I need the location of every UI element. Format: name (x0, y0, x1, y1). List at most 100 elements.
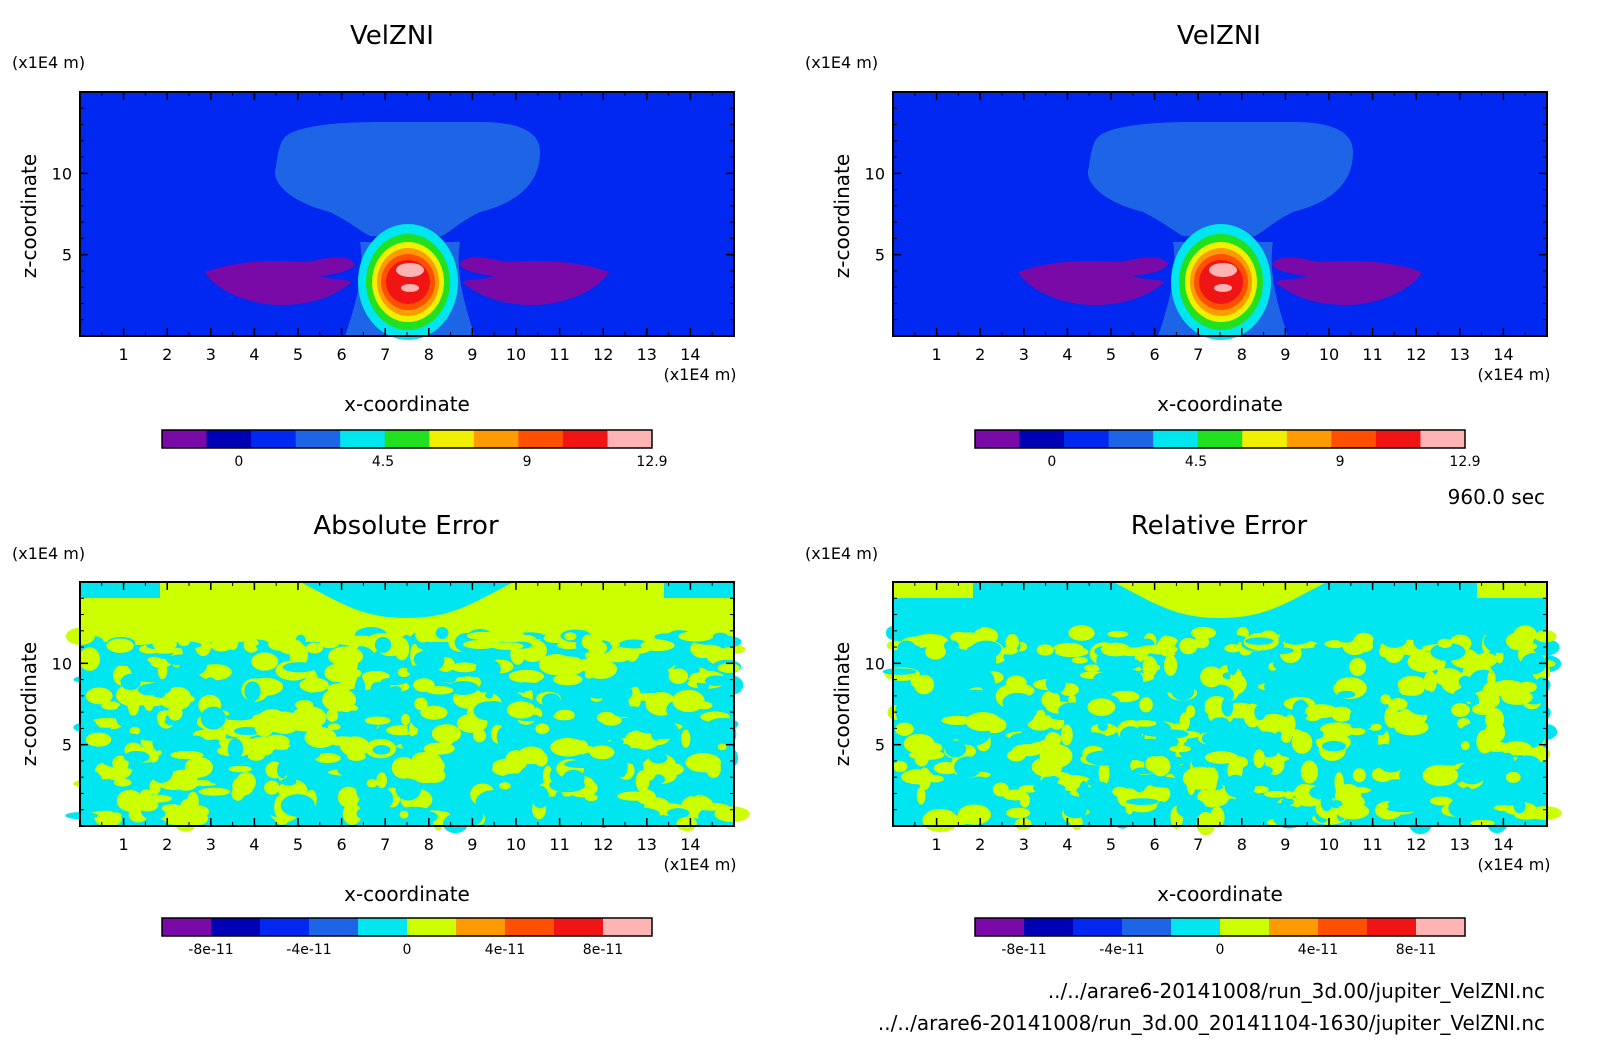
noise-blob (79, 647, 101, 671)
x-tick-label: 7 (380, 835, 390, 854)
noise-blob (1465, 810, 1491, 820)
noise-blob (251, 652, 279, 671)
colorbar-swatch (162, 430, 208, 448)
noise-blob (173, 774, 199, 791)
noise-blob (113, 778, 132, 787)
colorbar-swatch (162, 918, 212, 936)
colorbar-swatch (1024, 918, 1074, 936)
noise-blob (160, 694, 186, 709)
colorbar-swatch (407, 918, 457, 936)
noise-blob (1377, 678, 1388, 692)
x-tick-label: 14 (680, 345, 700, 364)
panel-title: VelZNI (1177, 21, 1261, 51)
noise-blob (477, 632, 507, 644)
noise-blob (564, 632, 577, 641)
colorbar-swatch (295, 430, 341, 448)
colorbar: -8e-11 -4e-11 0 4e-11 8e-11 (974, 917, 1466, 958)
noise-blob (106, 638, 134, 653)
colorbar-frame (974, 429, 1466, 449)
noise-blob (170, 750, 204, 760)
noise-blob (127, 697, 140, 716)
noise-blob (304, 727, 337, 748)
noise-blob (324, 789, 338, 804)
noise-blob (177, 635, 191, 647)
x-tick-label: 8 (424, 835, 434, 854)
colorbar: 0 4.5 9 12.9 (161, 429, 668, 470)
noise-blob (107, 654, 139, 666)
noise-blob (1337, 690, 1356, 699)
noise-blob (234, 726, 261, 736)
core-max-upper (396, 263, 424, 277)
noise-blob (1119, 726, 1142, 744)
noise-blob (85, 687, 113, 705)
noise-blob (94, 812, 122, 827)
heatmap-area (882, 582, 1562, 836)
noise-blob (1500, 788, 1515, 805)
noise-blob (389, 686, 402, 693)
noise-blob (244, 681, 261, 702)
noise-blob (956, 689, 993, 706)
noise-blob (344, 710, 362, 734)
noise-blob (1342, 638, 1367, 655)
y-unit-label: (x1E4 m) (805, 544, 878, 563)
x-tick-label: 6 (337, 835, 347, 854)
noise-blob (339, 740, 366, 753)
noise-blob (1184, 770, 1219, 781)
x-unit-label: (x1E4 m) (663, 855, 736, 874)
noise-blob (1253, 749, 1265, 769)
noise-blob (150, 760, 174, 784)
noise-blob (143, 690, 155, 711)
noise-blob (1284, 791, 1294, 799)
noise-blob (295, 812, 320, 826)
noise-blob (1031, 757, 1063, 777)
noise-blob (635, 770, 650, 793)
noise-blob (198, 664, 232, 681)
noise-blob (553, 673, 583, 686)
colorbar-swatch (1375, 430, 1421, 448)
noise-blob (232, 657, 246, 665)
noise-blob (1118, 743, 1128, 751)
core-max-upper (1209, 263, 1237, 277)
noise-blob (694, 644, 724, 659)
y-unit-label: (x1E4 m) (12, 53, 85, 72)
file-path-2: ../../arare6-20141008/run_3d.00_20141104… (878, 1011, 1545, 1035)
noise-blob (1156, 801, 1167, 816)
x-tick-label: 4 (249, 835, 259, 854)
noise-blob (925, 643, 946, 660)
noise-blob (913, 674, 935, 695)
noise-blob (1430, 796, 1453, 806)
noise-blob (475, 658, 501, 680)
noise-blob (672, 689, 705, 713)
noise-blob (1228, 756, 1249, 769)
noise-blob (1179, 637, 1198, 655)
noise-blob (375, 789, 394, 809)
x-unit-label: (x1E4 m) (663, 365, 736, 384)
noise-blob (1201, 731, 1226, 746)
noise-blob (667, 808, 690, 819)
noise-blob (1470, 819, 1495, 827)
noise-blob (475, 790, 512, 814)
colorbar-tick-label: 0 (1047, 454, 1056, 470)
noise-blob (1501, 689, 1533, 705)
noise-blob (184, 757, 213, 778)
noise-blob (1171, 681, 1195, 701)
noise-blob (957, 804, 991, 825)
noise-blob (1150, 755, 1171, 777)
noise-blob (502, 631, 525, 641)
noise-blob (1221, 697, 1234, 717)
noise-blob (1423, 671, 1437, 693)
colorbar-tick-label: 8e-11 (1396, 942, 1436, 958)
colorbar-swatch (206, 430, 252, 448)
noise-blob (1087, 778, 1097, 786)
noise-blob (489, 743, 505, 760)
noise-blob (1448, 798, 1474, 818)
noise-blob (1444, 676, 1458, 689)
noise-blob (1126, 798, 1159, 805)
y-tick-label: 5 (62, 246, 72, 265)
noise-blob (354, 678, 366, 697)
noise-blob (1376, 748, 1406, 773)
noise-blob (619, 747, 649, 764)
noise-blob (1520, 653, 1547, 675)
noise-blob (200, 706, 226, 730)
noise-blob (1360, 705, 1381, 727)
